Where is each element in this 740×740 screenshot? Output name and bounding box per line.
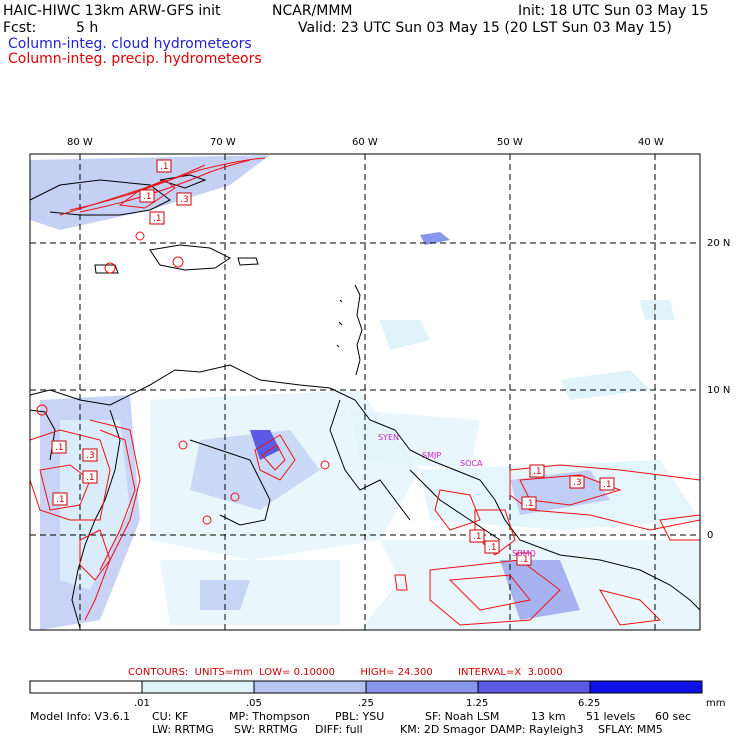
- contour-label-6: .3: [82, 448, 98, 462]
- contour-label-2: .3: [176, 192, 192, 206]
- contour-label-3: .1: [139, 189, 155, 203]
- svg-text:.1: .1: [533, 467, 542, 477]
- lon-labels: 80 W 70 W 60 W 50 W 40 W: [67, 137, 664, 148]
- station-soca: SOCA: [460, 459, 483, 468]
- svg-text:.1: .1: [86, 473, 95, 483]
- model-version: Model Info: V3.6.1: [30, 710, 131, 723]
- sf-scheme: SF: Noah LSM: [425, 710, 500, 723]
- time-step: 60 sec: [655, 710, 692, 723]
- contour-label-13: .1: [469, 529, 485, 543]
- svg-text:.3: .3: [573, 478, 582, 488]
- svg-text:.1: .1: [160, 162, 169, 172]
- contour-label-9: .1: [529, 464, 545, 478]
- colorbar-tick-2: .25: [358, 698, 374, 709]
- contour-label-14: .1: [484, 540, 500, 554]
- map-frame: [29, 153, 701, 631]
- station-syen: SYEN: [378, 433, 399, 442]
- org-title: NCAR/MMM: [272, 3, 353, 19]
- svg-text:.1: .1: [55, 443, 64, 453]
- contour-label-11: .1: [599, 477, 615, 491]
- colorbar-ticks: .01 .05 .25 1.25 6.25 mm: [134, 698, 725, 709]
- lon-label-40w: 40 W: [638, 137, 664, 148]
- lon-label-80w: 80 W: [67, 137, 93, 148]
- svg-text:.1: .1: [525, 499, 534, 509]
- lon-label-60w: 60 W: [352, 137, 378, 148]
- contour-label-12: .1: [521, 496, 537, 510]
- cu-scheme: CU: KF: [152, 710, 189, 723]
- contour-labels: .1 .3 .1 .1 .1 .3 .1 .1 .1 .3 .1 .1 .1 .…: [51, 159, 615, 566]
- svg-text:.1: .1: [56, 495, 65, 505]
- sflay-scheme: SFLAY: MM5: [598, 723, 663, 736]
- diff-scheme: DIFF: full: [315, 723, 363, 736]
- field-cloud-title: Column-integ. cloud hydrometeors: [8, 36, 252, 52]
- coastlines: [29, 174, 701, 629]
- grid-spacing: 13 km: [531, 710, 566, 723]
- field-precip-title: Column-integ. precip. hydrometeors: [8, 51, 262, 67]
- valid-time: Valid: 23 UTC Sun 03 May 15 (20 LST Sun …: [298, 20, 672, 36]
- colorbar-tick-4: 6.25: [578, 698, 600, 709]
- vertical-levels: 51 levels: [586, 710, 636, 723]
- lat-labels: 20 N 10 N 0: [707, 238, 730, 541]
- lat-label-0: 0: [707, 530, 713, 541]
- contour-label-10: .3: [569, 475, 585, 489]
- mp-scheme: MP: Thompson: [229, 710, 310, 723]
- lw-scheme: LW: RRTMG: [152, 723, 214, 736]
- colorbar: [29, 680, 703, 694]
- lon-label-70w: 70 W: [210, 137, 236, 148]
- station-smjp: SMJP: [422, 451, 441, 460]
- lon-label-50w: 50 W: [497, 137, 523, 148]
- forecast-label: Fcst:: [3, 20, 37, 36]
- lat-label-20n: 20 N: [707, 238, 730, 249]
- damp-scheme: DAMP: Rayleigh3: [490, 723, 584, 736]
- svg-text:.1: .1: [520, 555, 529, 565]
- sw-scheme: SW: RRTMG: [234, 723, 298, 736]
- station-sbmq: SBMQ: [512, 549, 536, 558]
- km-scheme: KM: 2D Smagor: [400, 723, 486, 736]
- colorbar-units: mm: [706, 698, 725, 709]
- contour-label-7: .1: [82, 470, 98, 484]
- svg-text:.1: .1: [473, 532, 482, 542]
- svg-text:.1: .1: [603, 480, 612, 490]
- svg-text:.3: .3: [180, 195, 189, 205]
- model-title: HAIC-HIWC 13km ARW-GFS init: [3, 3, 221, 19]
- svg-text:.1: .1: [143, 192, 152, 202]
- pbl-scheme: PBL: YSU: [335, 710, 385, 723]
- contour-label-4: .1: [149, 211, 165, 225]
- svg-text:.1: .1: [153, 214, 162, 224]
- contours-info: CONTOURS: UNITS=mm LOW= 0.10000 HIGH= 24…: [128, 667, 563, 678]
- init-time: Init: 18 UTC Sun 03 May 15: [518, 3, 709, 19]
- cloud-shading: [30, 155, 700, 630]
- contour-label-15: .1: [516, 552, 532, 566]
- colorbar-tick-0: .01: [134, 698, 150, 709]
- colorbar-tick-1: .05: [246, 698, 262, 709]
- svg-text:.3: .3: [86, 451, 95, 461]
- lat-lon-grid: [30, 154, 700, 630]
- contour-label-8: .1: [52, 492, 68, 506]
- forecast-value: 5 h: [76, 20, 99, 36]
- lat-label-10n: 10 N: [707, 385, 730, 396]
- contour-label-1: .1: [156, 159, 172, 173]
- station-labels: SYEN SMJP SOCA SBMQ: [378, 433, 536, 558]
- svg-text:.1: .1: [488, 543, 497, 553]
- contour-label-5: .1: [51, 440, 67, 454]
- colorbar-tick-3: 1.25: [466, 698, 488, 709]
